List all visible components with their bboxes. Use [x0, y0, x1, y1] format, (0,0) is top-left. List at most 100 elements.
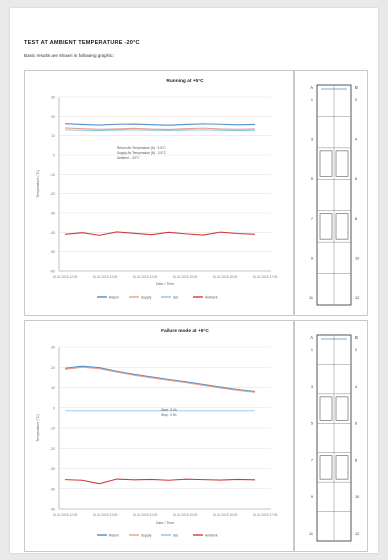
series-line [64, 123, 256, 126]
page-subtitle: Basic results are shown in following gra… [24, 53, 115, 58]
legend-label: Return [109, 295, 119, 299]
sensor-label: 7 [311, 458, 313, 462]
legend-label: Set [173, 533, 178, 537]
evaporator-box [335, 396, 349, 421]
sensor-label: B [355, 335, 358, 340]
x-tick-label: 10.01.2015 14:00 [133, 275, 158, 279]
sensor-label: 5 [311, 422, 313, 426]
evaporator-box [335, 150, 349, 177]
sensor-label: 10 [355, 495, 359, 499]
sensor-label: 12 [355, 296, 359, 300]
evaporator-box [335, 213, 349, 240]
series-line [64, 366, 256, 393]
trailer-diagram-panel-1: A B 1 2 3 4 5 6 7 8 9 10 11 12 [294, 70, 368, 316]
evaporator-box [319, 396, 333, 421]
sensor-label: 7 [311, 217, 313, 221]
sensor-label: A [310, 85, 313, 90]
y-tick-label: 10 [51, 134, 55, 138]
chart-panel-running: Running at +5°C 30 20 10 0 -10 -20 -30 -40 -50 -6… [24, 70, 294, 316]
x-tick-label: 10.01.2015 16:00 [213, 513, 238, 517]
sensor-label: 9 [311, 256, 313, 260]
legend-label: Supply [141, 533, 152, 537]
legend-label: Ambient [205, 295, 217, 299]
x-axis-label: Date / Time [156, 282, 174, 286]
y-tick-label: 20 [51, 115, 55, 119]
annotation-text: Return Air Temperature (A) : 5.5°C [117, 146, 166, 150]
x-axis-label: Date / Time [156, 521, 174, 525]
evaporator-box [319, 455, 333, 480]
x-tick-label: 10.01.2015 14:00 [133, 513, 158, 517]
sensor-label: 4 [355, 138, 357, 142]
y-tick-label: 30 [51, 96, 55, 100]
sensor-label: 1 [311, 98, 313, 102]
sensor-label: 8 [355, 217, 357, 221]
y-tick-label: -30 [50, 467, 55, 471]
y-tick-label: -20 [50, 192, 55, 196]
y-axis-label: Temperature (°C) [36, 170, 40, 198]
sensor-label: 6 [355, 422, 357, 426]
sensor-label: 12 [355, 532, 359, 536]
annotation-text: Stop : 0.0h [161, 413, 177, 417]
y-tick-label: 10 [51, 386, 55, 390]
legend-label: Ambient [205, 533, 217, 537]
y-tick-label: -10 [50, 173, 55, 177]
annotation-text: Ambient : -20°C [117, 156, 140, 160]
evaporator-box [335, 455, 349, 480]
y-tick-label: -30 [50, 212, 55, 216]
y-tick-label: -40 [50, 487, 55, 491]
sensor-label: 5 [311, 177, 313, 181]
chart-title: Running at +5°C [166, 79, 204, 84]
annotation-text: Start : 5.0h [161, 408, 177, 412]
evaporator-box [319, 150, 333, 177]
sensor-label: 9 [311, 495, 313, 499]
sensor-label: 2 [355, 348, 357, 352]
y-tick-label: 0 [53, 406, 55, 410]
page-title: TEST AT AMBIENT TEMPERATURE -20°C [24, 40, 140, 46]
sensor-label: 8 [355, 458, 357, 462]
sensor-label: 3 [311, 138, 313, 142]
sensor-label: 10 [355, 256, 359, 260]
x-tick-label: 10.01.2015 15:00 [173, 513, 198, 517]
x-tick-label: 10.01.2015 12:00 [53, 275, 78, 279]
chart-title: Failure mode at +5°C [161, 329, 209, 334]
legend-label: Set [173, 295, 178, 299]
x-tick-label: 10.01.2015 13:00 [93, 275, 118, 279]
x-tick-label: 10.01.2015 17:00 [253, 513, 278, 517]
y-tick-label: -60 [50, 270, 55, 274]
series-line [64, 478, 256, 485]
y-tick-label: -50 [50, 250, 55, 254]
y-tick-label: 20 [51, 366, 55, 370]
series-line [64, 129, 256, 131]
series-line [64, 231, 256, 236]
sensor-label: 11 [309, 532, 313, 536]
y-tick-label: 0 [53, 154, 55, 158]
chart-panel-failure: Failure mode at +5°C 30 20 10 0 -10 -20 -30 -40… [24, 320, 294, 552]
sensor-label: 1 [311, 348, 313, 352]
annotation-text: Supply Air Temperature (B) : 3.5°C [117, 151, 167, 155]
legend-label: Return [109, 533, 119, 537]
series-line [64, 127, 256, 131]
legend-label: Supply [141, 295, 152, 299]
x-tick-label: 10.01.2015 13:00 [93, 513, 118, 517]
sensor-label: 2 [355, 98, 357, 102]
y-axis-label: Temperature (°C) [36, 414, 40, 442]
series-line [64, 365, 256, 393]
sensor-label: 6 [355, 177, 357, 181]
y-tick-label: -50 [50, 508, 55, 512]
x-tick-label: 10.01.2015 17:00 [253, 275, 278, 279]
sensor-label: 3 [311, 385, 313, 389]
sensor-label: 4 [355, 385, 357, 389]
evaporator-box [319, 213, 333, 240]
sensor-label: 11 [309, 296, 313, 300]
y-tick-label: -10 [50, 427, 55, 431]
x-tick-label: 10.01.2015 15:00 [173, 275, 198, 279]
sensor-label: B [355, 85, 358, 90]
document-page: TEST AT AMBIENT TEMPERATURE -20°C Basic … [10, 8, 378, 553]
y-tick-label: -40 [50, 231, 55, 235]
x-tick-label: 10.01.2015 16:00 [213, 275, 238, 279]
x-tick-label: 10.01.2015 12:00 [53, 513, 78, 517]
